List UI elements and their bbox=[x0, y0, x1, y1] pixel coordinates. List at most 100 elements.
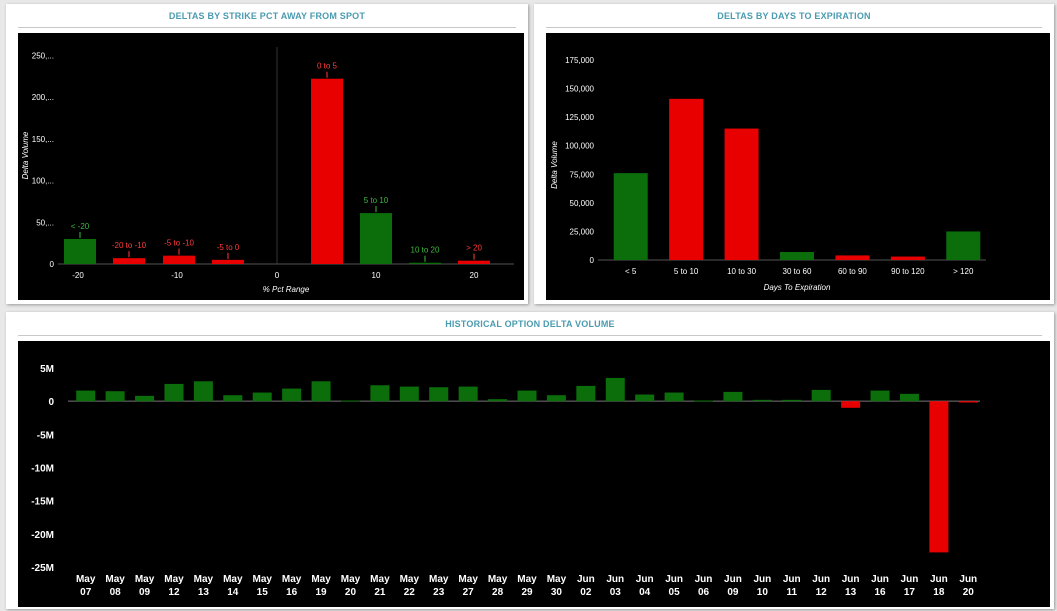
history-y-tick-label: -15M bbox=[31, 497, 54, 508]
strike-bar-label: 5 to 10 bbox=[364, 196, 389, 205]
strike-x-tick-label: -10 bbox=[171, 271, 183, 280]
strike-x-tick-label: 0 bbox=[275, 271, 280, 280]
days-panel: DELTAS BY DAYS TO EXPIRATION 0 25,000 50,0… bbox=[534, 4, 1054, 304]
history-bar bbox=[488, 399, 508, 402]
strike-bar-label: -5 to 0 bbox=[217, 243, 240, 252]
history-y-tick-label: -10M bbox=[31, 464, 54, 475]
history-x-tick-day: 11 bbox=[786, 587, 797, 598]
days-bar bbox=[946, 231, 981, 260]
history-bar bbox=[929, 401, 949, 553]
history-bar bbox=[105, 391, 125, 402]
history-x-tick-day: 04 bbox=[639, 587, 651, 598]
history-x-tick-day: 19 bbox=[316, 587, 328, 598]
history-x-tick-month: Jun bbox=[812, 574, 830, 585]
history-bar bbox=[223, 395, 243, 402]
history-bar bbox=[458, 386, 478, 402]
history-bar bbox=[311, 381, 331, 402]
history-x-tick-day: 05 bbox=[669, 587, 681, 598]
history-x-tick-day: 17 bbox=[904, 587, 916, 598]
history-bar bbox=[841, 401, 861, 408]
history-x-tick-day: 13 bbox=[845, 587, 857, 598]
strike-chart-svg: 0 50,... 100,... 150,... 200,... 250,... -20 -1… bbox=[21, 47, 514, 294]
history-x-tick-month: Jun bbox=[724, 574, 742, 585]
history-y-tick-label: -20M bbox=[31, 530, 54, 541]
days-bar bbox=[724, 128, 759, 260]
days-y-tick-label: 75,000 bbox=[570, 170, 595, 179]
history-x-tick-day: 15 bbox=[257, 587, 269, 598]
days-y-tick-label: 25,000 bbox=[570, 227, 595, 236]
history-bar bbox=[605, 377, 625, 402]
days-bar bbox=[669, 98, 704, 260]
history-bar bbox=[546, 395, 566, 402]
history-x-tick-month: May bbox=[223, 574, 243, 585]
history-x-tick-month: May bbox=[517, 574, 537, 585]
days-panel-divider bbox=[546, 27, 1042, 28]
history-x-tick-month: May bbox=[311, 574, 331, 585]
history-x-tick-month: May bbox=[488, 574, 508, 585]
history-y-tick-label: -25M bbox=[31, 563, 54, 574]
days-y-tick-label: 0 bbox=[590, 256, 595, 265]
strike-x-tick-label: 20 bbox=[470, 271, 479, 280]
days-x-tick-label: 90 to 120 bbox=[891, 267, 925, 276]
strike-bar-label: > 20 bbox=[466, 244, 482, 253]
strike-y-tick-label: 250,... bbox=[32, 51, 54, 60]
history-x-tick-day: 21 bbox=[374, 587, 386, 598]
history-bar bbox=[340, 400, 360, 402]
history-x-tick-month: May bbox=[105, 574, 125, 585]
history-x-tick-month: Jun bbox=[871, 574, 889, 585]
days-y-axis-title: Delta Volume bbox=[550, 141, 559, 189]
days-x-tick-label: < 5 bbox=[625, 267, 637, 276]
history-y-tick-label: -5M bbox=[37, 430, 54, 441]
history-panel: HISTORICAL OPTION DELTA VOLUME -25M -20M -… bbox=[6, 312, 1054, 609]
history-x-tick-day: 12 bbox=[816, 587, 828, 598]
history-panel-divider bbox=[18, 335, 1042, 336]
history-x-tick-day: 23 bbox=[433, 587, 445, 598]
history-panel-title: HISTORICAL OPTION DELTA VOLUME bbox=[445, 319, 615, 329]
history-y-tick-label: 5M bbox=[40, 364, 54, 375]
history-bar bbox=[76, 390, 96, 402]
history-bar bbox=[517, 390, 537, 402]
history-chart: -25M -20M -15M -10M -5M 0 5M May 07 May 08 May 09 May… bbox=[18, 341, 1050, 607]
strike-bar bbox=[113, 258, 145, 264]
strike-y-tick-label: 150,... bbox=[32, 135, 54, 144]
days-bar bbox=[890, 256, 925, 260]
history-bar bbox=[193, 381, 213, 402]
history-x-tick-month: May bbox=[76, 574, 96, 585]
history-x-tick-day: 16 bbox=[286, 587, 298, 598]
strike-y-tick-label: 0 bbox=[50, 260, 55, 269]
strike-y-tick-label: 200,... bbox=[32, 93, 54, 102]
history-x-tick-day: 22 bbox=[404, 587, 416, 598]
strike-bar bbox=[212, 259, 244, 264]
strike-bar bbox=[163, 255, 195, 264]
strike-panel: DELTAS BY STRIKE PCT AWAY FROM SPOT 0 50,… bbox=[6, 4, 528, 304]
history-bar bbox=[252, 392, 272, 402]
history-x-tick-month: Jun bbox=[930, 574, 948, 585]
history-x-tick-day: 03 bbox=[610, 587, 622, 598]
history-x-tick-day: 14 bbox=[227, 587, 239, 598]
strike-chart: 0 50,... 100,... 150,... 200,... 250,... -20 -1… bbox=[18, 33, 524, 300]
history-x-tick-day: 12 bbox=[168, 587, 180, 598]
strike-bar-label: 0 to 5 bbox=[317, 62, 338, 71]
history-x-tick-month: May bbox=[370, 574, 390, 585]
history-x-tick-day: 28 bbox=[492, 587, 504, 598]
history-x-tick-month: Jun bbox=[636, 574, 654, 585]
history-x-tick-month: May bbox=[252, 574, 272, 585]
days-bar bbox=[780, 252, 814, 260]
history-x-tick-month: May bbox=[282, 574, 302, 585]
history-x-tick-month: Jun bbox=[783, 574, 801, 585]
days-bar bbox=[613, 173, 648, 260]
history-bar bbox=[723, 391, 743, 402]
history-x-tick-day: 29 bbox=[521, 587, 533, 598]
history-bar bbox=[576, 385, 596, 402]
history-x-tick-month: Jun bbox=[695, 574, 713, 585]
days-y-tick-label: 50,000 bbox=[570, 199, 595, 208]
strike-x-tick-label: 10 bbox=[372, 271, 381, 280]
strike-bar bbox=[311, 78, 343, 264]
history-bar bbox=[164, 383, 184, 402]
history-bar bbox=[370, 385, 390, 402]
history-bar bbox=[870, 390, 890, 402]
history-x-tick-day: 27 bbox=[463, 587, 475, 598]
history-x-tick-day: 08 bbox=[110, 587, 122, 598]
history-x-tick-month: Jun bbox=[665, 574, 683, 585]
history-x-tick-month: Jun bbox=[577, 574, 595, 585]
